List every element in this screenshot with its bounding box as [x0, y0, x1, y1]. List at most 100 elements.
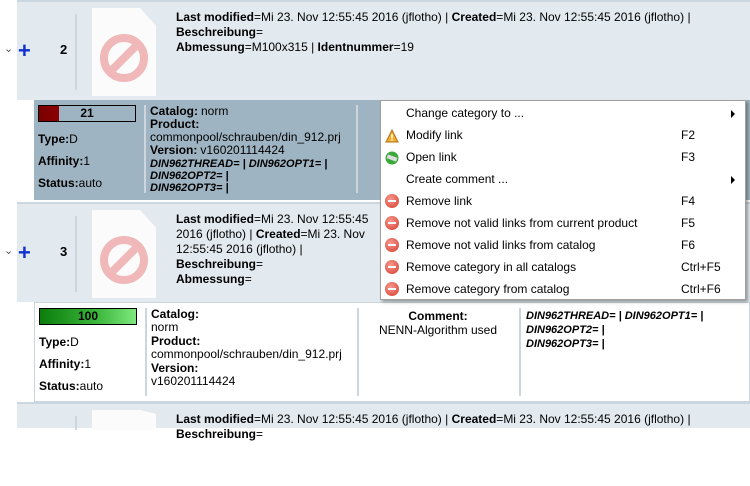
menu-item[interactable]: Remove link F4 [381, 190, 745, 212]
collapse-chevron-icon[interactable]: ⌄ [4, 245, 14, 257]
version-label: Version: [151, 361, 199, 375]
catalog-field: Catalog: norm [151, 308, 381, 334]
separator: | [299, 242, 303, 256]
product-field: Product: commonpool/schrauben/din_912.prj [151, 335, 381, 361]
meta-value: Mi 23. Nov 12:55:45 2016 (jflotho) [261, 412, 442, 426]
type-field: Type:D [38, 132, 78, 146]
expand-plus-icon[interactable]: + [18, 240, 31, 265]
meta-key: Abmessung [176, 40, 245, 54]
attributes-line: DIN962OPT3= | [526, 338, 605, 350]
no-preview-icon [100, 34, 148, 82]
menu-item[interactable]: Remove category in all catalogs Ctrl+F5 [381, 256, 745, 278]
remove-icon [385, 238, 399, 252]
separator: | [249, 227, 256, 241]
status-label: Status: [38, 176, 79, 190]
menu-item-label: Remove category in all catalogs [406, 260, 577, 274]
meta-key: Beschreibung [176, 25, 257, 39]
meta-key: Identnummer [317, 40, 394, 54]
meta-key: Created [451, 412, 497, 426]
catalog-field: Catalog: norm [150, 105, 380, 118]
attributes: DIN962THREAD= | DIN962OPT1= | DIN962OPT2… [526, 309, 746, 351]
affinity-value: 1 [83, 154, 91, 168]
score-bar: 21 [38, 105, 136, 122]
type-field: Type:D [39, 335, 79, 349]
type-label: Type: [39, 335, 71, 349]
type-label: Type: [38, 132, 70, 146]
remove-icon [385, 260, 399, 274]
menu-item-label: Remove category from catalog [406, 282, 570, 296]
equals: = [256, 25, 264, 39]
divider [519, 308, 521, 396]
affinity-field: Affinity:1 [38, 154, 90, 168]
equals: = [496, 10, 504, 24]
equals: = [300, 227, 308, 241]
attributes-line: DIN962OPT3= | [150, 182, 229, 194]
meta-value: Mi 23. Nov 12:55:45 2016 (jflotho) [503, 412, 685, 426]
meta-line: Abmessung= [176, 272, 374, 287]
equals: = [256, 427, 264, 441]
score-value: 21 [80, 106, 94, 120]
affinity-value: 1 [84, 357, 92, 371]
menu-item-shortcut: Ctrl+F5 [681, 260, 721, 274]
meta-key: Created [255, 227, 301, 241]
score-fill [39, 106, 60, 121]
meta-line: Last modified=Mi 23. Nov 12:55:45 2016 (… [176, 10, 742, 40]
version-label: Version: [150, 143, 198, 157]
menu-item[interactable]: Remove not valid links from catalog F6 [381, 234, 745, 256]
menu-item[interactable]: Open link F3 [381, 146, 745, 168]
menu-item[interactable]: Remove category from catalog Ctrl+F6 [381, 278, 745, 300]
menu-item[interactable]: Change category to ... [381, 102, 745, 124]
product-field: Product: commonpool/schrauben/din_912.prj [150, 118, 380, 144]
equals: = [393, 40, 401, 54]
score-fill [40, 309, 136, 324]
meta-key: Last modified [176, 212, 255, 226]
comment: Comment: NENN-Algorithm used [359, 309, 517, 337]
result-header[interactable]: Last modified=Mi 23. Nov 12:55:45 2016 (… [17, 402, 750, 441]
equals: = [254, 412, 262, 426]
type-value: D [70, 335, 79, 349]
warning-icon [385, 128, 399, 143]
thumbnail-image [92, 210, 156, 298]
divider [145, 308, 147, 396]
menu-item-shortcut: Ctrl+F6 [681, 282, 721, 296]
divider [144, 105, 146, 193]
menu-item-label: Change category to ... [406, 106, 525, 120]
menu-item[interactable]: Modify link F2 [381, 124, 745, 146]
meta-value: Mi 23. Nov 12:55:45 2016 (jflotho) [503, 10, 685, 24]
equals: = [496, 412, 504, 426]
version-value: v160201114424 [200, 143, 285, 157]
menu-item[interactable]: Create comment ... [381, 168, 745, 190]
meta-line: Last modified=Mi 23. Nov 12:55:45 2016 (… [176, 412, 742, 442]
expand-plus-icon[interactable]: + [18, 38, 31, 63]
thumbnail-image [92, 8, 156, 96]
meta-block: Last modified=Mi 23. Nov 12:55:45 2016 (… [176, 212, 374, 287]
status-field: Status:auto [39, 379, 103, 393]
submenu-arrow-icon [731, 110, 735, 118]
collapse-chevron-icon[interactable]: ⌄ [4, 43, 14, 55]
menu-item[interactable]: Remove not valid links from current prod… [381, 212, 745, 234]
menu-item-shortcut: F2 [681, 128, 696, 142]
result-detail[interactable]: 100 Type:D Affinity:1 Status:auto Catalog: no… [34, 302, 750, 402]
open-link-icon [385, 150, 399, 165]
equals: = [244, 40, 252, 54]
meta-line: Abmessung=M100x315 | Identnummer=19 [176, 40, 742, 55]
divider [75, 14, 77, 90]
menu-item-shortcut: F6 [681, 238, 696, 252]
menu-item-shortcut: F3 [681, 150, 696, 164]
remove-icon [385, 194, 399, 208]
meta-value: Mi 23. Nov 12:55:45 2016 (jflotho) [176, 212, 369, 241]
separator: | [445, 10, 452, 24]
meta-key: Abmessung [176, 272, 245, 286]
meta-block: Last modified=Mi 23. Nov 12:55:45 2016 (… [176, 412, 742, 442]
divider [75, 216, 77, 292]
result-header[interactable]: Last modified=Mi 23. Nov 12:55:45 2016 (… [17, 0, 750, 100]
separator: | [687, 10, 691, 24]
menu-item-shortcut: F4 [681, 194, 696, 208]
divider [75, 416, 77, 430]
type-value: D [69, 132, 78, 146]
meta-value: M100x315 [251, 40, 308, 54]
meta-block: Last modified=Mi 23. Nov 12:55:45 2016 (… [176, 10, 742, 55]
comment-value: NENN-Algorithm used [378, 323, 498, 337]
menu-item-label: Remove not valid links from current prod… [406, 216, 638, 230]
equals: = [256, 257, 264, 271]
